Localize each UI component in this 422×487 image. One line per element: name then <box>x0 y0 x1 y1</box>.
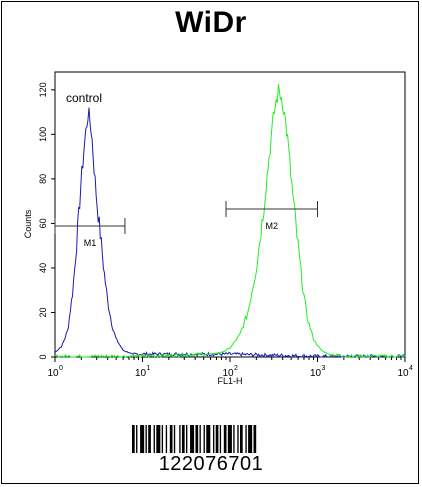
barcode-bar <box>233 425 235 453</box>
barcode-bar <box>203 425 205 453</box>
marker-label: M1 <box>84 238 97 248</box>
barcode-bar <box>156 425 161 453</box>
barcode-bar <box>145 425 147 453</box>
barcode-bar <box>219 425 222 453</box>
marker-label: M2 <box>265 221 278 231</box>
y-tick-label: 40 <box>38 263 48 273</box>
barcode-bar <box>245 425 247 453</box>
x-tick-label: 10 <box>135 368 147 379</box>
barcode-image <box>132 425 292 453</box>
x-axis-label: FL1-H <box>217 376 242 386</box>
x-tick-exponent: 2 <box>234 365 238 372</box>
barcode-bar <box>136 425 138 453</box>
barcode-bar <box>181 425 185 453</box>
y-axis-label: Counts <box>23 209 33 238</box>
x-tick-label: 10 <box>222 368 234 379</box>
barcode-bar <box>240 425 243 453</box>
barcode-bar <box>248 425 253 453</box>
x-tick-exponent: 4 <box>409 365 413 372</box>
chart-title: WiDr <box>175 6 247 39</box>
barcode-bar <box>237 425 239 453</box>
barcode-bar <box>206 425 211 453</box>
barcode-bar <box>161 425 164 453</box>
barcode-number: 122076701 <box>158 453 264 475</box>
barcode-bar <box>132 425 135 453</box>
barcode-bar <box>213 425 215 453</box>
series-line-1 <box>54 107 406 358</box>
barcode-bar <box>223 425 227 453</box>
barcode-bar <box>153 425 155 453</box>
barcode-bar <box>173 425 176 453</box>
barcode-bar <box>215 425 219 453</box>
y-tick-label: 0 <box>38 354 48 359</box>
y-tick-label: 60 <box>38 218 48 228</box>
x-tick-exponent: 0 <box>59 365 63 372</box>
annotation-label: control <box>66 91 102 105</box>
y-tick-label: 100 <box>38 127 48 142</box>
series-line-2 <box>54 83 406 359</box>
barcode-bar <box>190 425 195 453</box>
barcode-bar <box>140 425 145 453</box>
barcode-bar <box>253 425 257 453</box>
barcode-bar <box>227 425 232 453</box>
y-tick-label: 120 <box>38 82 48 97</box>
x-tick-label: 10 <box>310 368 322 379</box>
barcode-bar <box>165 425 168 453</box>
barcode-bar <box>179 425 181 453</box>
x-tick-label: 10 <box>397 368 409 379</box>
barcode-bar <box>195 425 199 453</box>
x-tick-exponent: 1 <box>147 365 151 372</box>
barcode-bar <box>169 425 173 453</box>
x-tick-label: 10 <box>47 368 59 379</box>
barcode-bar <box>186 425 188 453</box>
y-tick-label: 80 <box>38 174 48 184</box>
plot-border <box>54 71 406 358</box>
y-tick-label: 20 <box>38 307 48 317</box>
x-tick-exponent: 3 <box>322 365 326 372</box>
barcode-bar <box>148 425 151 453</box>
barcode-bar <box>199 425 201 453</box>
